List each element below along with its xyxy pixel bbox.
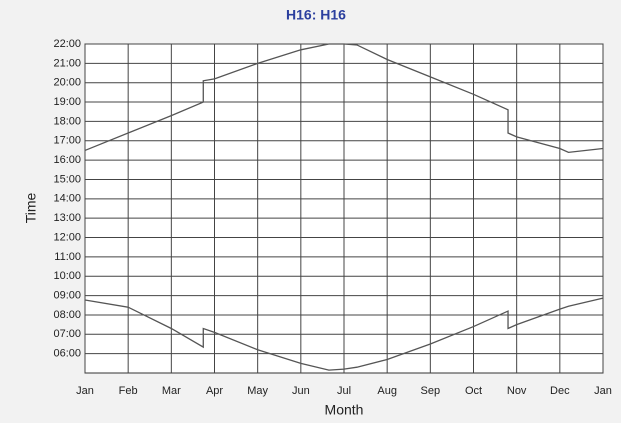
y-axis-label: Time [23, 192, 39, 223]
y-tick-label: 13:00 [53, 212, 81, 224]
x-tick-label: Feb [119, 385, 138, 397]
y-tick-label: 22:00 [53, 38, 81, 50]
x-tick-label: Jan [594, 385, 612, 397]
x-tick-label: Sep [421, 385, 441, 397]
y-tick-label: 20:00 [53, 77, 81, 89]
y-tick-label: 11:00 [54, 251, 81, 263]
x-tick-label: Dec [550, 385, 570, 397]
x-axis-label: Month [325, 402, 364, 418]
y-tick-label: 16:00 [53, 154, 81, 166]
y-tick-label: 15:00 [53, 173, 81, 185]
y-tick-label: 18:00 [53, 115, 81, 127]
y-tick-label: 09:00 [53, 289, 81, 301]
y-tick-label: 07:00 [53, 328, 81, 340]
y-tick-label: 21:00 [53, 57, 81, 69]
y-tick-label: 06:00 [53, 348, 81, 360]
x-tick-label: Nov [507, 385, 527, 397]
x-tick-label: Jul [337, 385, 351, 397]
x-tick-label: Aug [377, 385, 397, 397]
x-tick-label: Jan [76, 385, 94, 397]
x-tick-label: Oct [465, 385, 482, 397]
y-tick-label: 10:00 [53, 270, 81, 282]
y-tick-label: 08:00 [53, 309, 81, 321]
series-line [84, 297, 604, 371]
chart-title: H16: H16 [286, 7, 346, 23]
y-tick-label: 12:00 [53, 231, 81, 243]
y-tick-label: 17:00 [53, 135, 81, 147]
x-tick-label: Mar [162, 385, 181, 397]
x-tick-label: Jun [292, 385, 310, 397]
x-tick-label: May [247, 385, 268, 397]
y-tick-label: 19:00 [53, 96, 81, 108]
series-line [84, 43, 604, 154]
x-tick-label: Apr [206, 385, 223, 397]
y-tick-label: 14:00 [53, 193, 81, 205]
